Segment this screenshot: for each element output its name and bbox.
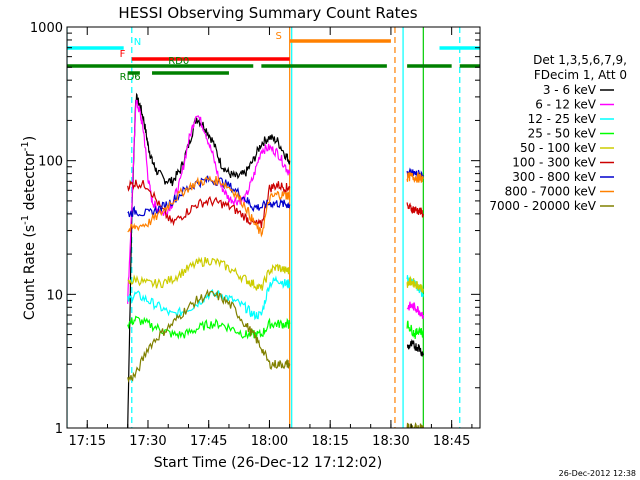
legend-label: 3 - 6 keV xyxy=(543,83,597,97)
y-label-sup: -1 xyxy=(20,141,31,151)
plot-frame xyxy=(66,26,481,429)
y-tick-label: 100 xyxy=(38,155,63,170)
legend-label: 6 - 12 keV xyxy=(535,98,597,112)
y-label-part: detector xyxy=(22,151,38,215)
legend-label: 100 - 300 keV xyxy=(512,156,596,170)
y-axis: 1 10 100 1000 xyxy=(30,21,480,437)
legend-label: 7000 - 20000 keV xyxy=(489,199,596,213)
series-line-late xyxy=(406,320,424,339)
x-tick-label: 17:30 xyxy=(129,434,166,449)
legend-label: 50 - 100 keV xyxy=(520,141,597,155)
y-axis-label: Count Rate (s-1 detector-1) xyxy=(20,136,38,320)
flag-label-rd0: RD0 xyxy=(168,56,189,67)
legend-label: 800 - 7000 keV xyxy=(505,185,597,199)
series-line xyxy=(127,99,291,304)
x-tick-label: 18:15 xyxy=(311,434,348,449)
y-label-part: Count Rate (s xyxy=(22,225,38,320)
y-label-part: ) xyxy=(22,136,38,141)
legend: Det 1,3,5,6,7,9, FDecim 1, Att 0 3 - 6 k… xyxy=(489,53,627,213)
legend-label: 12 - 25 keV xyxy=(528,112,597,126)
series-line-late xyxy=(406,339,424,357)
series-line xyxy=(127,175,291,238)
flag-label-f: F xyxy=(120,49,126,60)
series-line-late xyxy=(406,275,424,293)
series-line xyxy=(127,175,291,218)
series-line xyxy=(127,256,291,291)
y-tick-label: 1000 xyxy=(30,21,63,36)
data-layer: NF S RD0 RD6 xyxy=(67,27,480,428)
series-line xyxy=(127,179,291,228)
plot-area: NF S RD0 RD6 xyxy=(67,27,480,428)
series-line xyxy=(127,92,291,428)
generated-timestamp: 26-Dec-2012 12:38 xyxy=(559,469,636,478)
y-tick-label: 1 xyxy=(55,422,63,437)
series-line xyxy=(127,315,291,340)
x-tick-label: 17:15 xyxy=(69,434,106,449)
x-tick-label: 18:00 xyxy=(251,434,288,449)
x-axis-label: Start Time (26-Dec-12 17:12:02) xyxy=(154,455,382,471)
flag-label-s: S xyxy=(276,31,282,42)
series-line-late xyxy=(406,171,424,184)
legend-header-line: Det 1,3,5,6,7,9, xyxy=(533,53,627,67)
x-axis: 17:15 17:30 17:45 18:00 18:15 18:30 18:45 xyxy=(69,27,473,449)
chart-title: HESSI Observing Summary Count Rates xyxy=(118,4,417,22)
series-line-late xyxy=(406,422,424,428)
x-tick-label: 18:30 xyxy=(372,434,409,449)
flag-label-rd6: RD6 xyxy=(120,72,141,83)
series-line-late xyxy=(406,202,424,218)
legend-label: 25 - 50 keV xyxy=(528,127,597,141)
legend-header-line: FDecim 1, Att 0 xyxy=(534,68,627,82)
y-tick-label: 10 xyxy=(46,288,63,303)
series-line xyxy=(127,288,291,383)
flag-label-n: N xyxy=(134,37,141,48)
y-label-sup: -1 xyxy=(20,215,31,225)
series-line-late xyxy=(406,301,424,319)
x-tick-label: 17:45 xyxy=(190,434,227,449)
legend-label: 300 - 800 keV xyxy=(512,170,596,184)
x-tick-label: 18:45 xyxy=(433,434,470,449)
